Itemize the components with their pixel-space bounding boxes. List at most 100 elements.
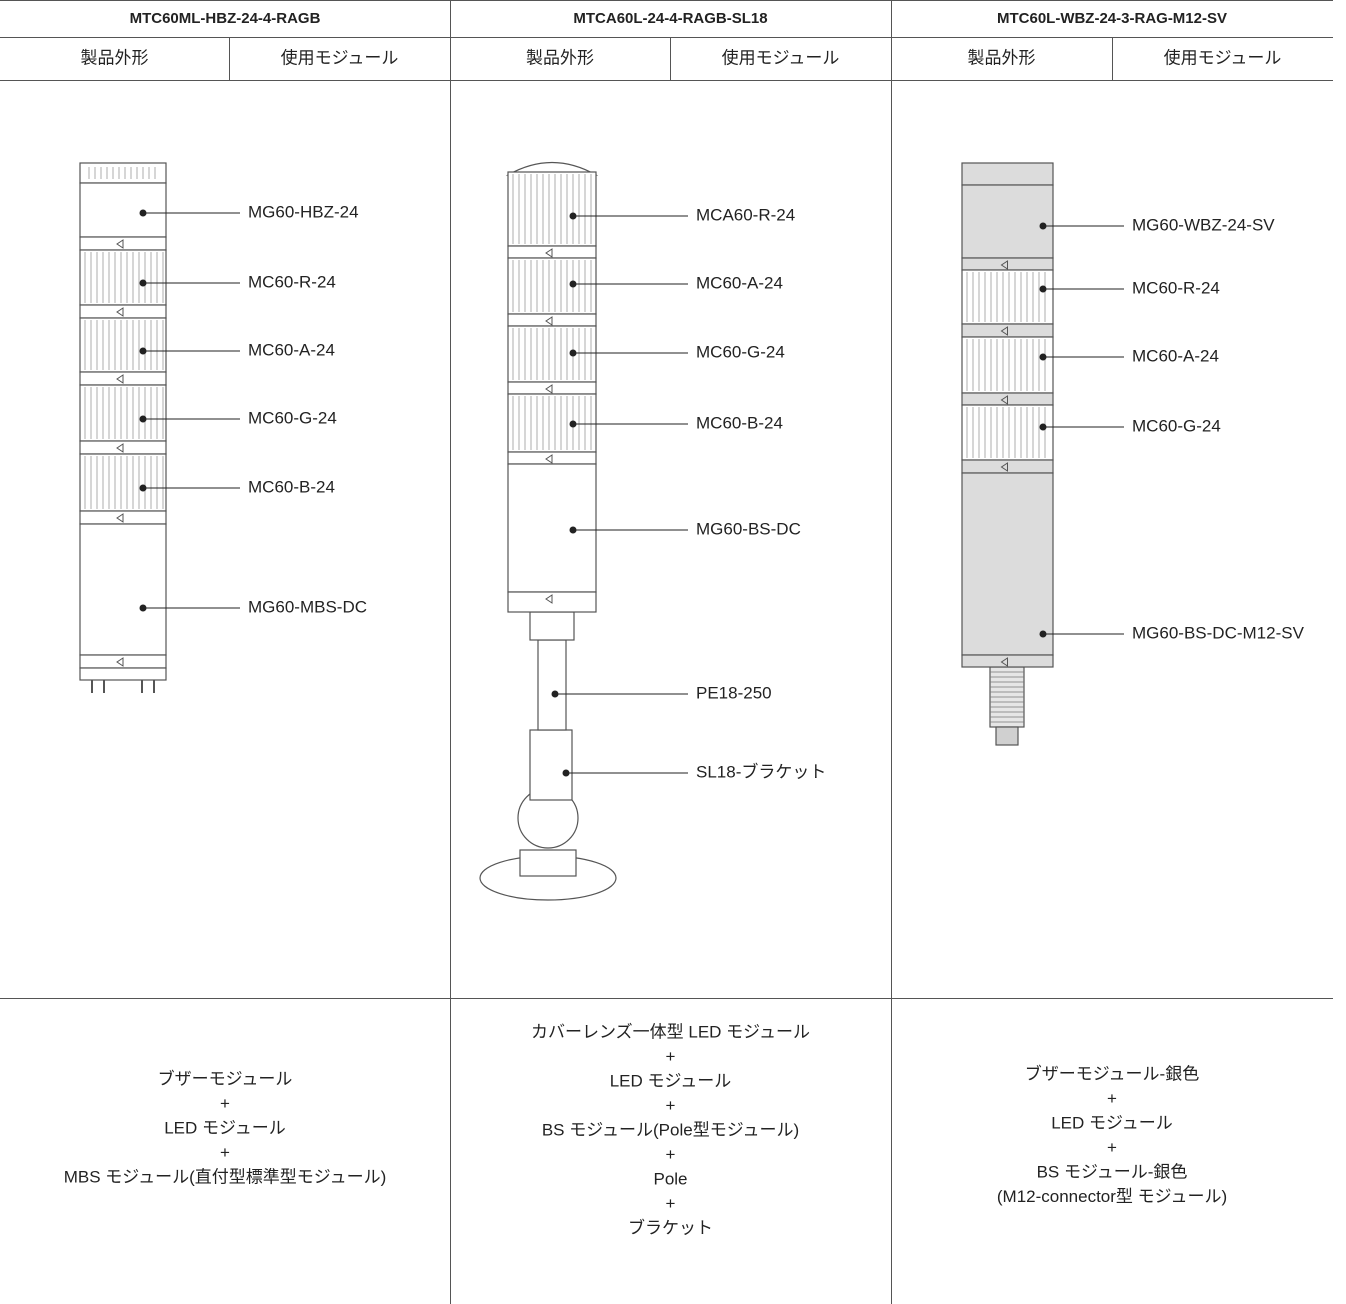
description-line: + xyxy=(666,1194,676,1213)
subheader: 使用モジュール xyxy=(281,47,399,67)
description-line: + xyxy=(1107,1089,1117,1108)
tower-part xyxy=(961,404,1054,461)
product-drawings xyxy=(79,161,1054,901)
tower-part xyxy=(961,336,1054,394)
leader-dot xyxy=(139,347,147,355)
module-label: MC60-B-24 xyxy=(696,413,783,432)
module-label: MC60-R-24 xyxy=(248,272,336,291)
tower-part xyxy=(79,453,167,512)
leader-dot xyxy=(139,604,147,612)
description-line: カバーレンズ一体型 LED モジュール xyxy=(531,1022,810,1041)
leader-dot xyxy=(139,484,147,492)
tower-part xyxy=(79,182,167,238)
column-title: MTC60L-WBZ-24-3-RAG-M12-SV xyxy=(997,10,1227,27)
module-label: MG60-WBZ-24-SV xyxy=(1132,215,1275,234)
marker xyxy=(545,248,553,258)
tower-part xyxy=(529,611,575,641)
tower-part xyxy=(507,325,597,383)
tower-part xyxy=(507,393,597,453)
tower-part xyxy=(79,317,167,373)
module-label: SL18-ブラケット xyxy=(696,761,826,781)
subheader: 製品外形 xyxy=(968,48,1036,67)
leader-dot xyxy=(139,279,147,287)
tower-part xyxy=(961,472,1054,656)
subheader: 製品外形 xyxy=(526,48,594,67)
description-line: Pole xyxy=(653,1169,687,1188)
marker xyxy=(116,443,124,453)
description-line: BS モジュール-銀色 xyxy=(1037,1162,1188,1181)
description-line: + xyxy=(1107,1138,1117,1157)
tower-part xyxy=(79,162,167,184)
marker xyxy=(545,384,553,394)
description-line: LED モジュール xyxy=(610,1071,732,1090)
marker xyxy=(116,239,124,249)
marker xyxy=(1000,462,1008,472)
leader-dot xyxy=(551,690,559,698)
module-label: MG60-MBS-DC xyxy=(248,597,367,616)
leader-dot xyxy=(139,415,147,423)
marker xyxy=(116,307,124,317)
description-line: BS モジュール(Pole型モジュール) xyxy=(542,1120,799,1139)
description-line: + xyxy=(666,1096,676,1115)
module-label: MC60-R-24 xyxy=(1132,278,1220,297)
description-line: + xyxy=(220,1094,230,1113)
description-line: + xyxy=(220,1143,230,1162)
leader-dot xyxy=(1039,630,1047,638)
marker xyxy=(1000,395,1008,405)
description-line: ブラケット xyxy=(628,1217,713,1237)
module-label: PE18-250 xyxy=(696,683,772,702)
marker xyxy=(545,594,553,604)
tower-part xyxy=(79,249,167,306)
tower-part xyxy=(995,726,1019,746)
marker xyxy=(545,316,553,326)
subheader: 使用モジュール xyxy=(1164,47,1282,67)
column-title: MTC60ML-HBZ-24-4-RAGB xyxy=(130,10,321,27)
leader-dot xyxy=(1039,353,1047,361)
marker xyxy=(116,513,124,523)
tower-part xyxy=(79,384,167,442)
tower-part xyxy=(507,463,597,593)
tower-part xyxy=(79,667,167,681)
subheader: 製品外形 xyxy=(81,48,149,67)
description-line: LED モジュール xyxy=(1051,1113,1173,1132)
module-label: MG60-HBZ-24 xyxy=(248,202,359,221)
leader-dot xyxy=(562,769,570,777)
tower-part xyxy=(961,162,1054,186)
tower-part xyxy=(961,184,1054,259)
leader-dot xyxy=(569,212,577,220)
bracket-foot xyxy=(519,849,577,877)
description-line: ブザーモジュール xyxy=(158,1068,293,1088)
marker xyxy=(116,657,124,667)
description-line: LED モジュール xyxy=(164,1118,286,1137)
description-line: ブザーモジュール-銀色 xyxy=(1025,1063,1199,1083)
marker xyxy=(1000,260,1008,270)
marker xyxy=(1000,326,1008,336)
subheader: 使用モジュール xyxy=(722,47,840,67)
tower-part xyxy=(529,729,573,801)
leader-dot xyxy=(1039,285,1047,293)
description-line: + xyxy=(666,1145,676,1164)
leader-dot xyxy=(569,420,577,428)
module-label: MCA60-R-24 xyxy=(696,205,795,224)
module-label: MG60-BS-DC xyxy=(696,519,801,538)
leader-dot xyxy=(1039,222,1047,230)
leader-dot xyxy=(569,280,577,288)
description-line: + xyxy=(666,1047,676,1066)
leader-dot xyxy=(569,349,577,357)
description-line: (M12-connector型 モジュール) xyxy=(997,1187,1227,1206)
module-label: MC60-G-24 xyxy=(248,408,337,427)
tower-part xyxy=(537,639,567,731)
marker xyxy=(116,374,124,384)
module-label: MG60-BS-DC-M12-SV xyxy=(1132,623,1305,642)
tower-part xyxy=(79,523,167,656)
description-line: MBS モジュール(直付型標準型モジュール) xyxy=(64,1167,387,1186)
marker xyxy=(545,454,553,464)
module-label: MC60-A-24 xyxy=(1132,346,1219,365)
leader-dot xyxy=(569,526,577,534)
module-label: MC60-A-24 xyxy=(696,273,783,292)
leader-dot xyxy=(1039,423,1047,431)
module-label: MC60-G-24 xyxy=(1132,416,1221,435)
marker xyxy=(1000,657,1008,667)
